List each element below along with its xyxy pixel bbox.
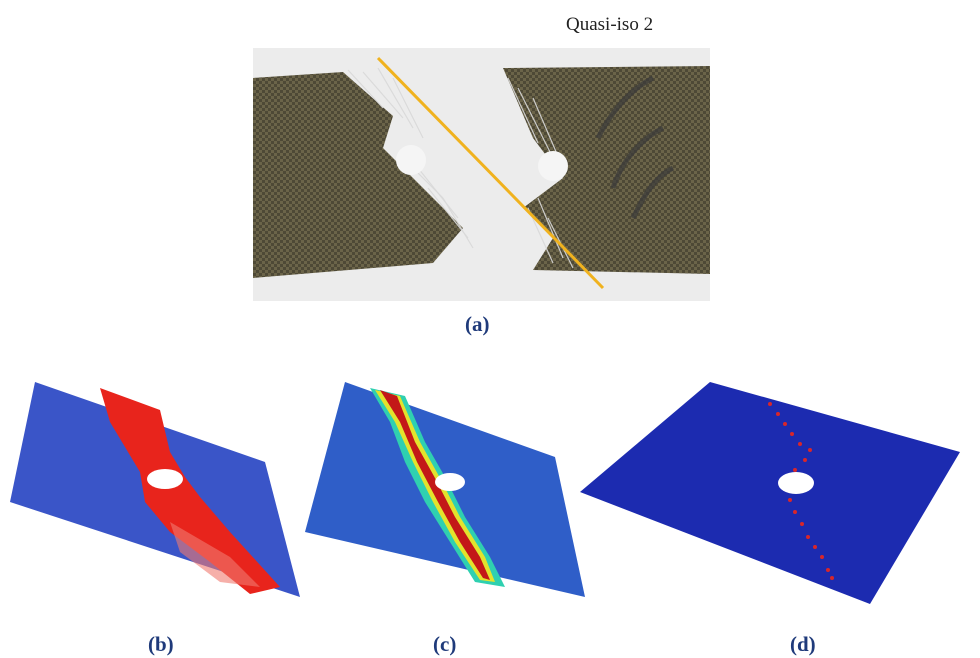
specimen-right-half [503, 66, 710, 274]
caption-a: (a) [465, 312, 490, 336]
specimen-left-half [253, 72, 463, 278]
plate-d [580, 382, 960, 604]
caption-c: (c) [433, 632, 457, 656]
simulation-plot-c [305, 382, 585, 597]
specimen-photo [253, 48, 710, 301]
right-hole [538, 151, 568, 181]
hole-d [778, 472, 814, 494]
simulation-plot-d [580, 382, 960, 604]
figure-title: Quasi-iso 2 [566, 14, 654, 35]
hole-b [147, 469, 183, 489]
caption-b: (b) [148, 632, 174, 656]
fracture-line [376, 56, 605, 290]
simulation-plot-b [10, 382, 300, 597]
damage-path-d [768, 402, 834, 580]
left-hole [396, 145, 426, 175]
caption-d: (d) [790, 632, 816, 656]
hole-c [435, 473, 465, 491]
damage-band-c [380, 390, 490, 580]
damage-band-b [100, 388, 280, 594]
